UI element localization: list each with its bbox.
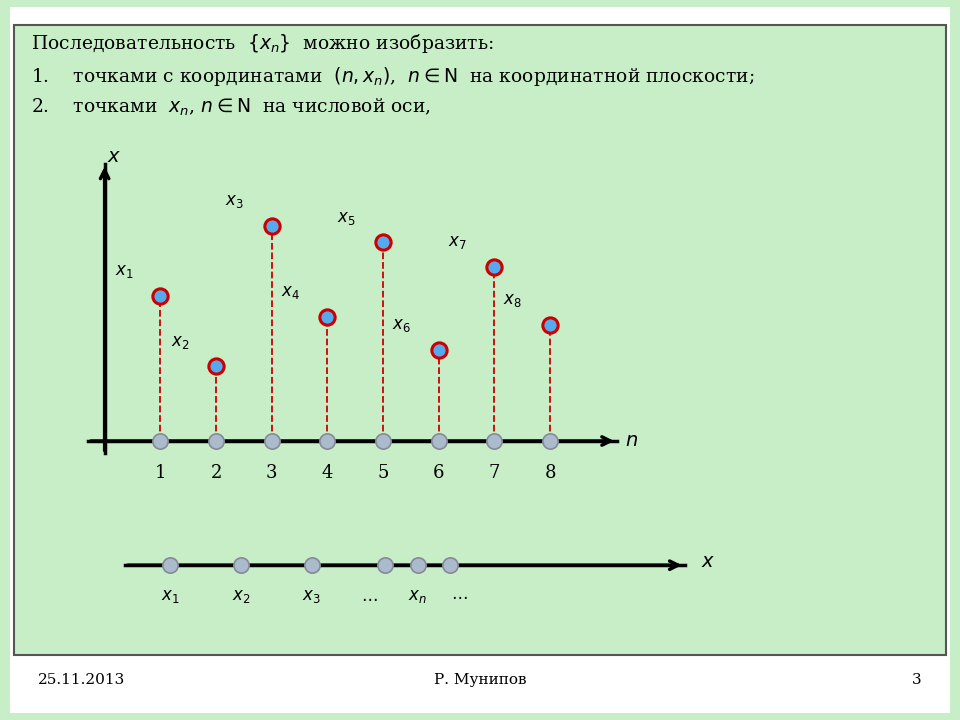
FancyBboxPatch shape bbox=[10, 7, 950, 713]
Text: 2: 2 bbox=[210, 464, 222, 482]
Text: 4: 4 bbox=[322, 464, 333, 482]
Text: $x_8$: $x_8$ bbox=[503, 292, 522, 310]
Text: $x_4$: $x_4$ bbox=[280, 284, 300, 301]
Text: $x_1$: $x_1$ bbox=[160, 588, 180, 605]
Text: 7: 7 bbox=[489, 464, 500, 482]
Text: $\cdots$: $\cdots$ bbox=[451, 588, 468, 605]
Text: $x_3$: $x_3$ bbox=[302, 588, 321, 605]
Text: Р. Мунипов: Р. Мунипов bbox=[434, 673, 526, 688]
Text: 5: 5 bbox=[377, 464, 389, 482]
Text: 3: 3 bbox=[266, 464, 277, 482]
Text: $x_3$: $x_3$ bbox=[225, 193, 244, 210]
Text: 1: 1 bbox=[155, 464, 166, 482]
Text: 8: 8 bbox=[544, 464, 556, 482]
Text: $x_2$: $x_2$ bbox=[231, 588, 250, 605]
Text: 3: 3 bbox=[912, 673, 922, 688]
Text: $x_n$: $x_n$ bbox=[408, 588, 427, 605]
Text: $x$: $x$ bbox=[701, 553, 715, 570]
Text: 2.    точками  $x_n$, $n \in \mathrm{N}$  на числовой оси,: 2. точками $x_n$, $n \in \mathrm{N}$ на … bbox=[31, 96, 431, 118]
Text: $x_7$: $x_7$ bbox=[447, 235, 467, 251]
Text: $x_5$: $x_5$ bbox=[337, 210, 355, 227]
Text: 6: 6 bbox=[433, 464, 444, 482]
Text: 25.11.2013: 25.11.2013 bbox=[38, 673, 126, 688]
Text: $\ldots$: $\ldots$ bbox=[361, 588, 377, 605]
Text: Последовательность  $\{x_n\}$  можно изобразить:: Последовательность $\{x_n\}$ можно изобр… bbox=[31, 32, 493, 55]
FancyBboxPatch shape bbox=[14, 25, 946, 655]
Text: $x_2$: $x_2$ bbox=[171, 334, 189, 351]
Text: $n$: $n$ bbox=[625, 432, 638, 450]
Text: $x_1$: $x_1$ bbox=[115, 263, 133, 279]
Text: 1.    точками с координатами  $(n,x_n)$,  $n \in \mathrm{N}$  на координатной пл: 1. точками с координатами $(n,x_n)$, $n … bbox=[31, 65, 755, 88]
Text: $x$: $x$ bbox=[108, 148, 122, 166]
Text: $x_6$: $x_6$ bbox=[392, 318, 411, 334]
